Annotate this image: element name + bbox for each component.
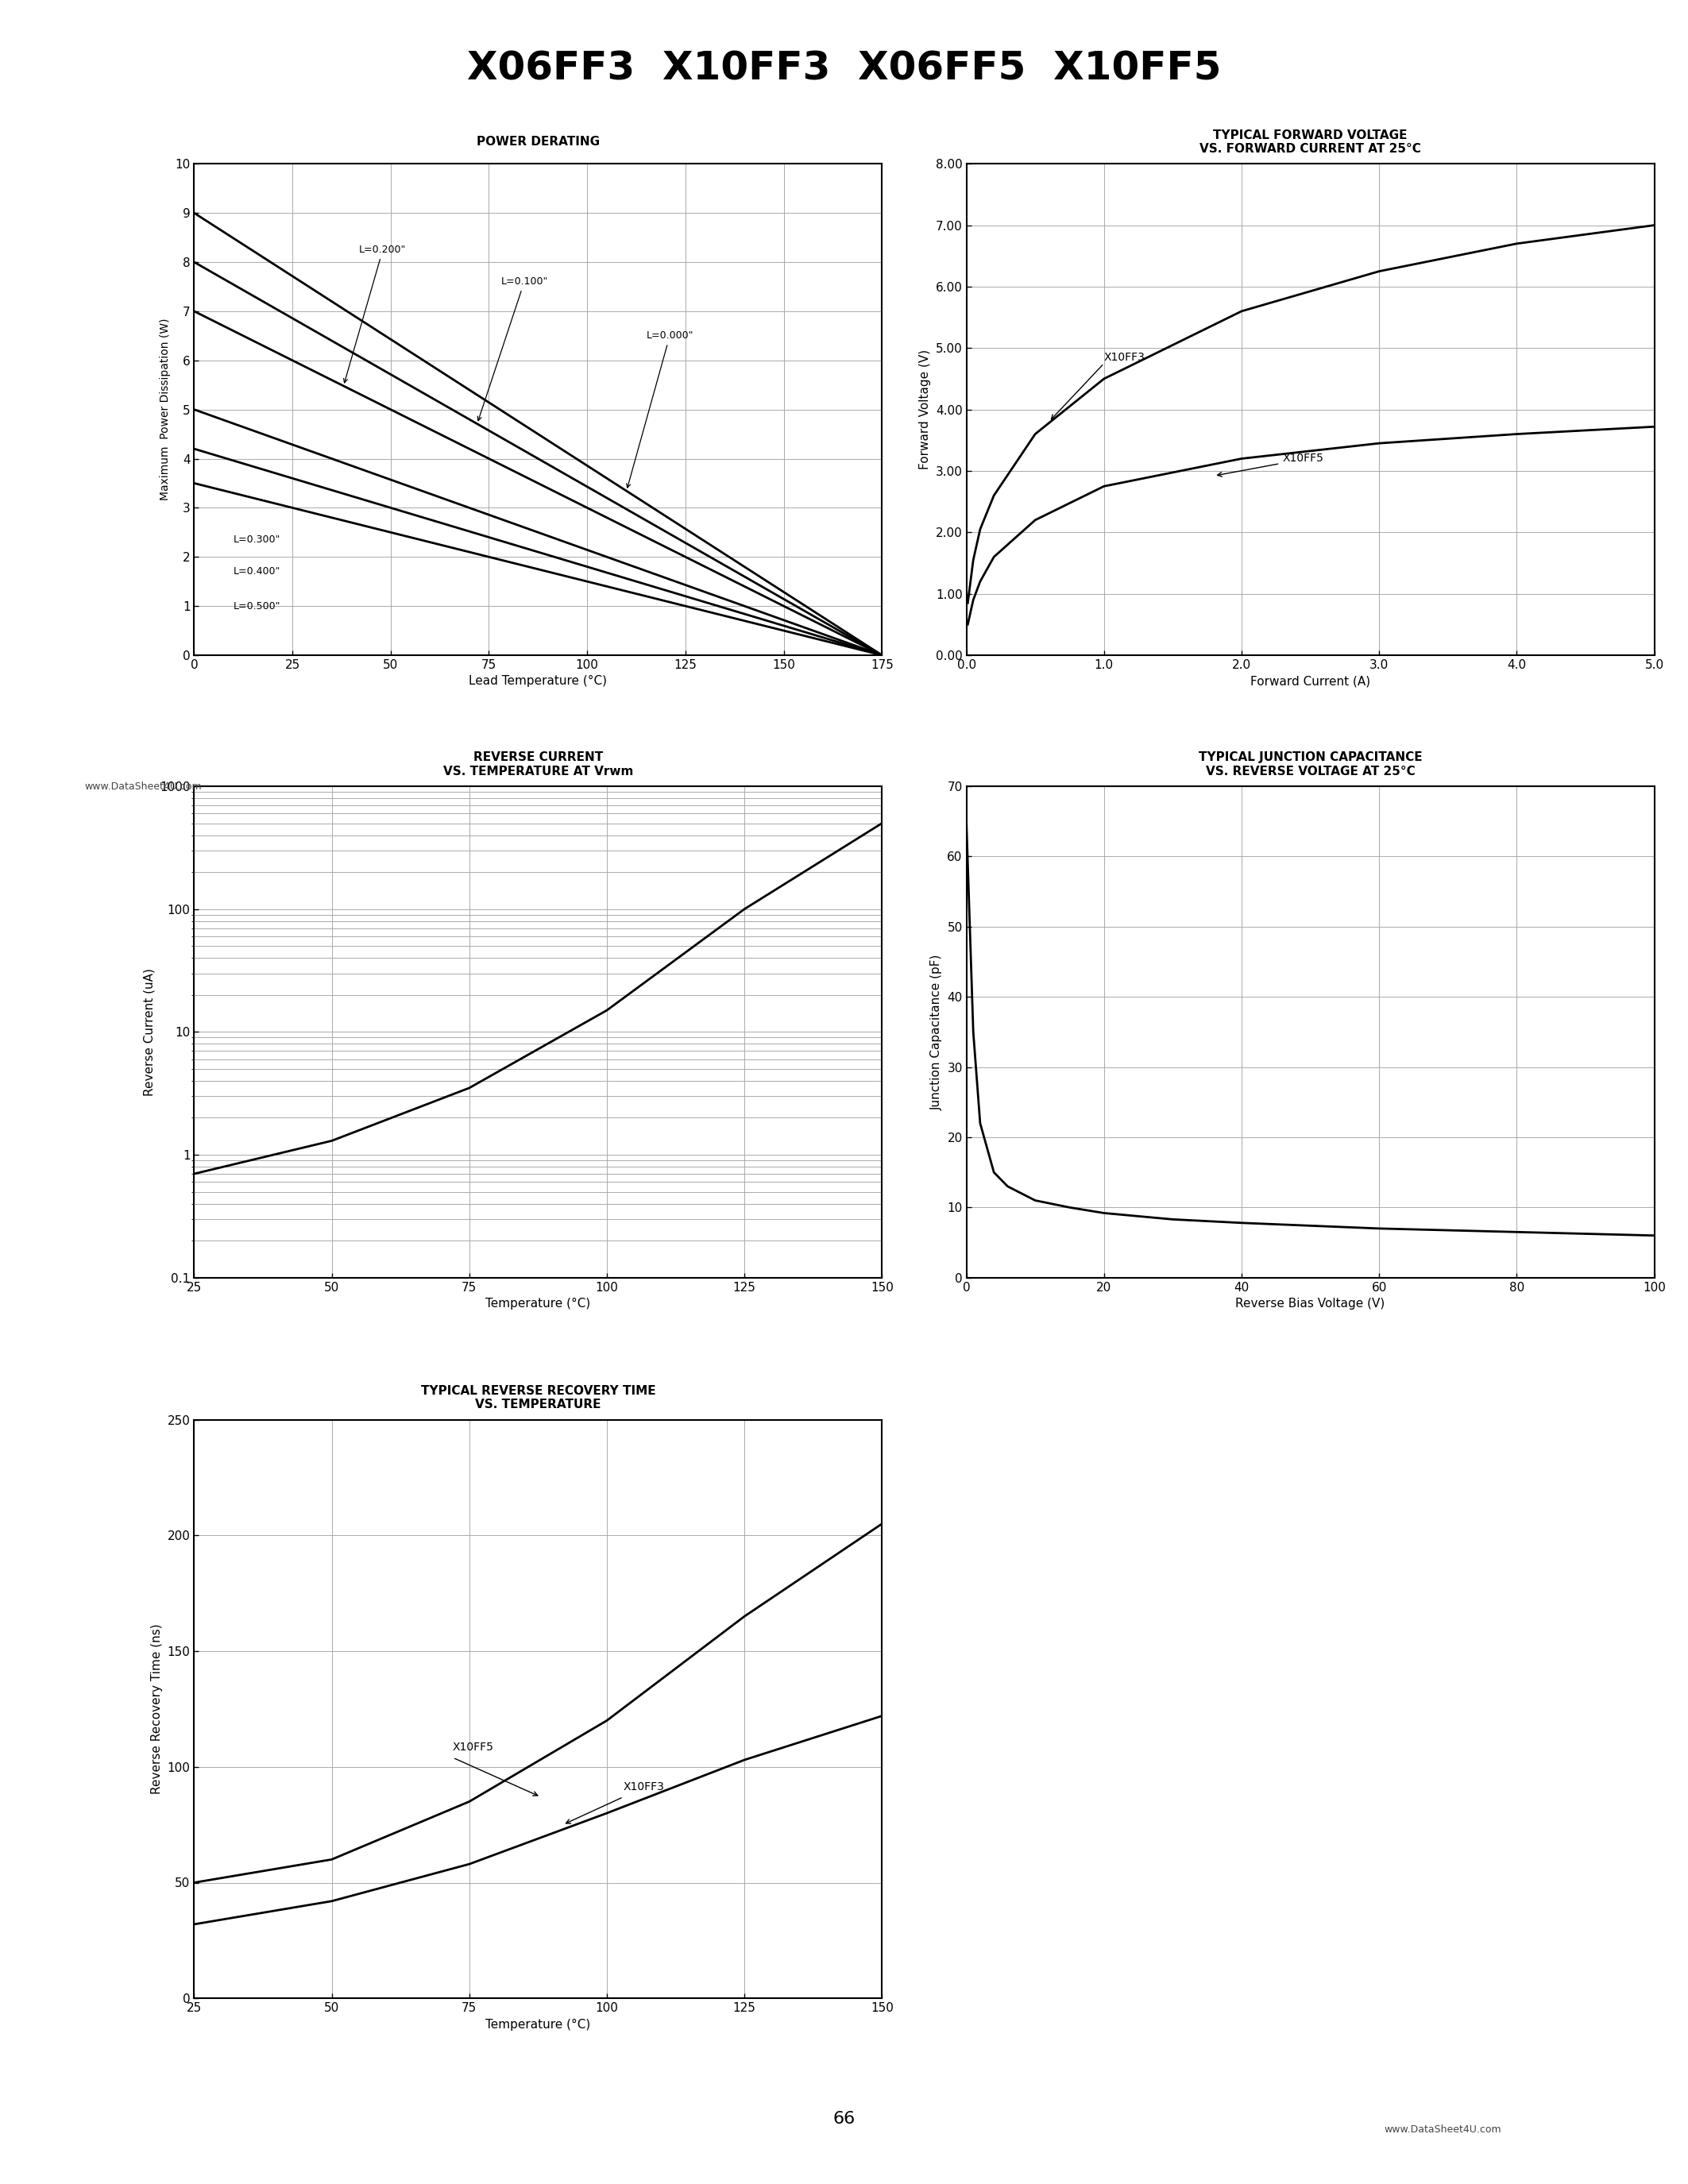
Text: X10FF3: X10FF3 <box>1104 352 1144 363</box>
Text: TYPICAL JUNCTION CAPACITANCE
VS. REVERSE VOLTAGE AT 25°C: TYPICAL JUNCTION CAPACITANCE VS. REVERSE… <box>1198 751 1423 778</box>
X-axis label: Temperature (°C): Temperature (°C) <box>486 2018 591 2031</box>
Text: www.DataSheet4U.com: www.DataSheet4U.com <box>84 782 201 791</box>
X-axis label: Forward Current (A): Forward Current (A) <box>1251 675 1371 688</box>
X-axis label: Reverse Bias Voltage (V): Reverse Bias Voltage (V) <box>1236 1297 1386 1310</box>
Text: REVERSE CURRENT
VS. TEMPERATURE AT Vrwm: REVERSE CURRENT VS. TEMPERATURE AT Vrwm <box>442 751 633 778</box>
Y-axis label: Forward Voltage (V): Forward Voltage (V) <box>920 349 932 470</box>
Text: POWER DERATING: POWER DERATING <box>476 135 599 149</box>
Y-axis label: Junction Capacitance (pF): Junction Capacitance (pF) <box>930 954 942 1109</box>
Text: TYPICAL REVERSE RECOVERY TIME
VS. TEMPERATURE: TYPICAL REVERSE RECOVERY TIME VS. TEMPER… <box>420 1385 655 1411</box>
Text: L=0.300": L=0.300" <box>233 535 280 544</box>
Text: X06FF3  X10FF3  X06FF5  X10FF5: X06FF3 X10FF3 X06FF5 X10FF5 <box>468 50 1220 87</box>
Text: TYPICAL FORWARD VOLTAGE
VS. FORWARD CURRENT AT 25°C: TYPICAL FORWARD VOLTAGE VS. FORWARD CURR… <box>1200 129 1421 155</box>
Y-axis label: Reverse Recovery Time (ns): Reverse Recovery Time (ns) <box>150 1623 164 1795</box>
Text: 66: 66 <box>832 2110 856 2127</box>
Text: L=0.200": L=0.200" <box>344 245 407 382</box>
Text: X10FF3: X10FF3 <box>623 1782 665 1793</box>
Y-axis label: Reverse Current (uA): Reverse Current (uA) <box>143 968 155 1096</box>
Text: L=0.400": L=0.400" <box>233 566 280 577</box>
Text: L=0.500": L=0.500" <box>233 601 280 612</box>
Y-axis label: Maximum  Power Dissipation (W): Maximum Power Dissipation (W) <box>159 319 170 500</box>
Text: X10FF5: X10FF5 <box>1283 452 1323 463</box>
X-axis label: Lead Temperature (°C): Lead Temperature (°C) <box>469 675 608 688</box>
X-axis label: Temperature (°C): Temperature (°C) <box>486 1297 591 1310</box>
Text: L=0.000": L=0.000" <box>626 330 694 487</box>
Text: X10FF5: X10FF5 <box>452 1743 495 1754</box>
Text: www.DataSheet4U.com: www.DataSheet4U.com <box>1384 2125 1501 2134</box>
Text: L=0.100": L=0.100" <box>478 277 549 422</box>
